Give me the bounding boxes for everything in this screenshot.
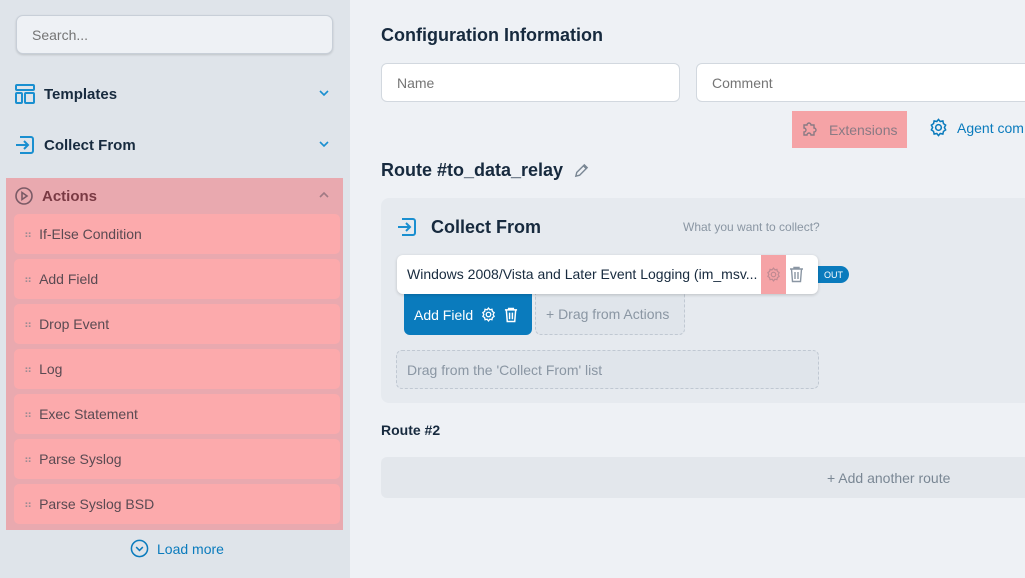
action-label: Exec Statement — [39, 406, 138, 422]
route-title: Route #to_data_relay — [381, 160, 564, 180]
action-item[interactable]: ⠶ Log — [14, 349, 340, 389]
action-item[interactable]: ⠶ Add Field — [14, 259, 340, 299]
pencil-icon[interactable] — [573, 162, 590, 179]
action-item[interactable]: ⠶ Drop Event — [14, 304, 340, 344]
load-more-label: Load more — [157, 540, 224, 557]
gear-icon — [767, 267, 780, 282]
action-item[interactable]: ⠶ Parse Syslog BSD — [14, 484, 340, 524]
gear-icon — [930, 118, 947, 137]
out-badge: OUT — [818, 266, 849, 283]
add-field-label: Add Field — [414, 306, 474, 323]
gear-icon[interactable] — [481, 307, 496, 322]
chevron-circle-down-icon — [130, 539, 149, 558]
drag-collect-dropzone[interactable]: Drag from the 'Collect From' list — [396, 350, 819, 389]
action-item[interactable]: ⠶ If-Else Condition — [14, 214, 340, 254]
extensions-button[interactable]: Extensions — [792, 111, 907, 148]
chevron-down-icon[interactable] — [317, 86, 331, 100]
action-label: Add Field — [39, 271, 99, 287]
collect-hint: What you want to collect? — [683, 220, 820, 234]
trash-icon[interactable] — [789, 266, 804, 283]
drag-handle-icon[interactable]: ⠶ — [24, 228, 32, 241]
layout-icon — [15, 84, 35, 104]
section-actions[interactable]: Actions — [14, 184, 339, 208]
action-item[interactable]: ⠶ Parse Syslog — [14, 439, 340, 479]
drag-handle-icon[interactable]: ⠶ — [24, 498, 32, 511]
section-collect-from[interactable]: Collect From — [14, 133, 339, 157]
drag-from-actions-dropzone[interactable]: + Drag from Actions — [535, 294, 685, 335]
load-more-button[interactable]: Load more — [130, 539, 224, 558]
chevron-down-icon[interactable] — [317, 137, 331, 151]
extensions-label: Extensions — [829, 121, 898, 138]
collect-title: Collect From — [431, 217, 542, 237]
drag-handle-icon[interactable]: ⠶ — [24, 453, 32, 466]
search-input[interactable] — [16, 15, 333, 54]
name-input[interactable] — [381, 63, 680, 102]
config-title: Configuration Information — [381, 25, 603, 45]
source-label: Windows 2008/Vista and Later Event Loggi… — [407, 266, 758, 282]
action-label: Drop Event — [39, 316, 110, 332]
trash-icon[interactable] — [504, 307, 518, 323]
action-label: Log — [39, 361, 63, 377]
section-label: Templates — [44, 85, 118, 103]
enter-icon — [16, 136, 34, 154]
action-label: Parse Syslog — [39, 451, 122, 467]
drag-handle-icon[interactable]: ⠶ — [24, 318, 32, 331]
sidebar: Templates Collect From Actions ⠶ If-Else … — [0, 0, 350, 578]
puzzle-icon — [803, 121, 817, 136]
section-label: Actions — [42, 187, 98, 205]
drag-handle-icon[interactable]: ⠶ — [24, 363, 32, 376]
add-field-action[interactable]: Add Field — [404, 294, 532, 335]
drag-handle-icon[interactable]: ⠶ — [24, 273, 32, 286]
action-label: Parse Syslog BSD — [39, 496, 155, 512]
route-header: Route #to_data_relay — [381, 160, 590, 181]
collect-source-item[interactable]: Windows 2008/Vista and Later Event Loggi… — [397, 255, 818, 294]
play-circle-icon — [15, 187, 33, 205]
chevron-up-icon[interactable] — [317, 188, 331, 202]
add-route-button[interactable]: + Add another route — [381, 457, 1025, 498]
agent-config-button[interactable]: Agent com — [929, 118, 1024, 137]
agent-label: Agent com — [957, 119, 1024, 136]
section-label: Collect From — [44, 136, 136, 154]
source-settings-button[interactable] — [761, 255, 786, 294]
drag-handle-icon[interactable]: ⠶ — [24, 408, 32, 421]
enter-icon — [398, 218, 416, 236]
comment-input[interactable] — [696, 63, 1025, 102]
action-item[interactable]: ⠶ Exec Statement — [14, 394, 340, 434]
section-templates[interactable]: Templates — [14, 82, 339, 106]
action-label: If-Else Condition — [39, 226, 142, 242]
route2-title: Route #2 — [381, 422, 441, 438]
